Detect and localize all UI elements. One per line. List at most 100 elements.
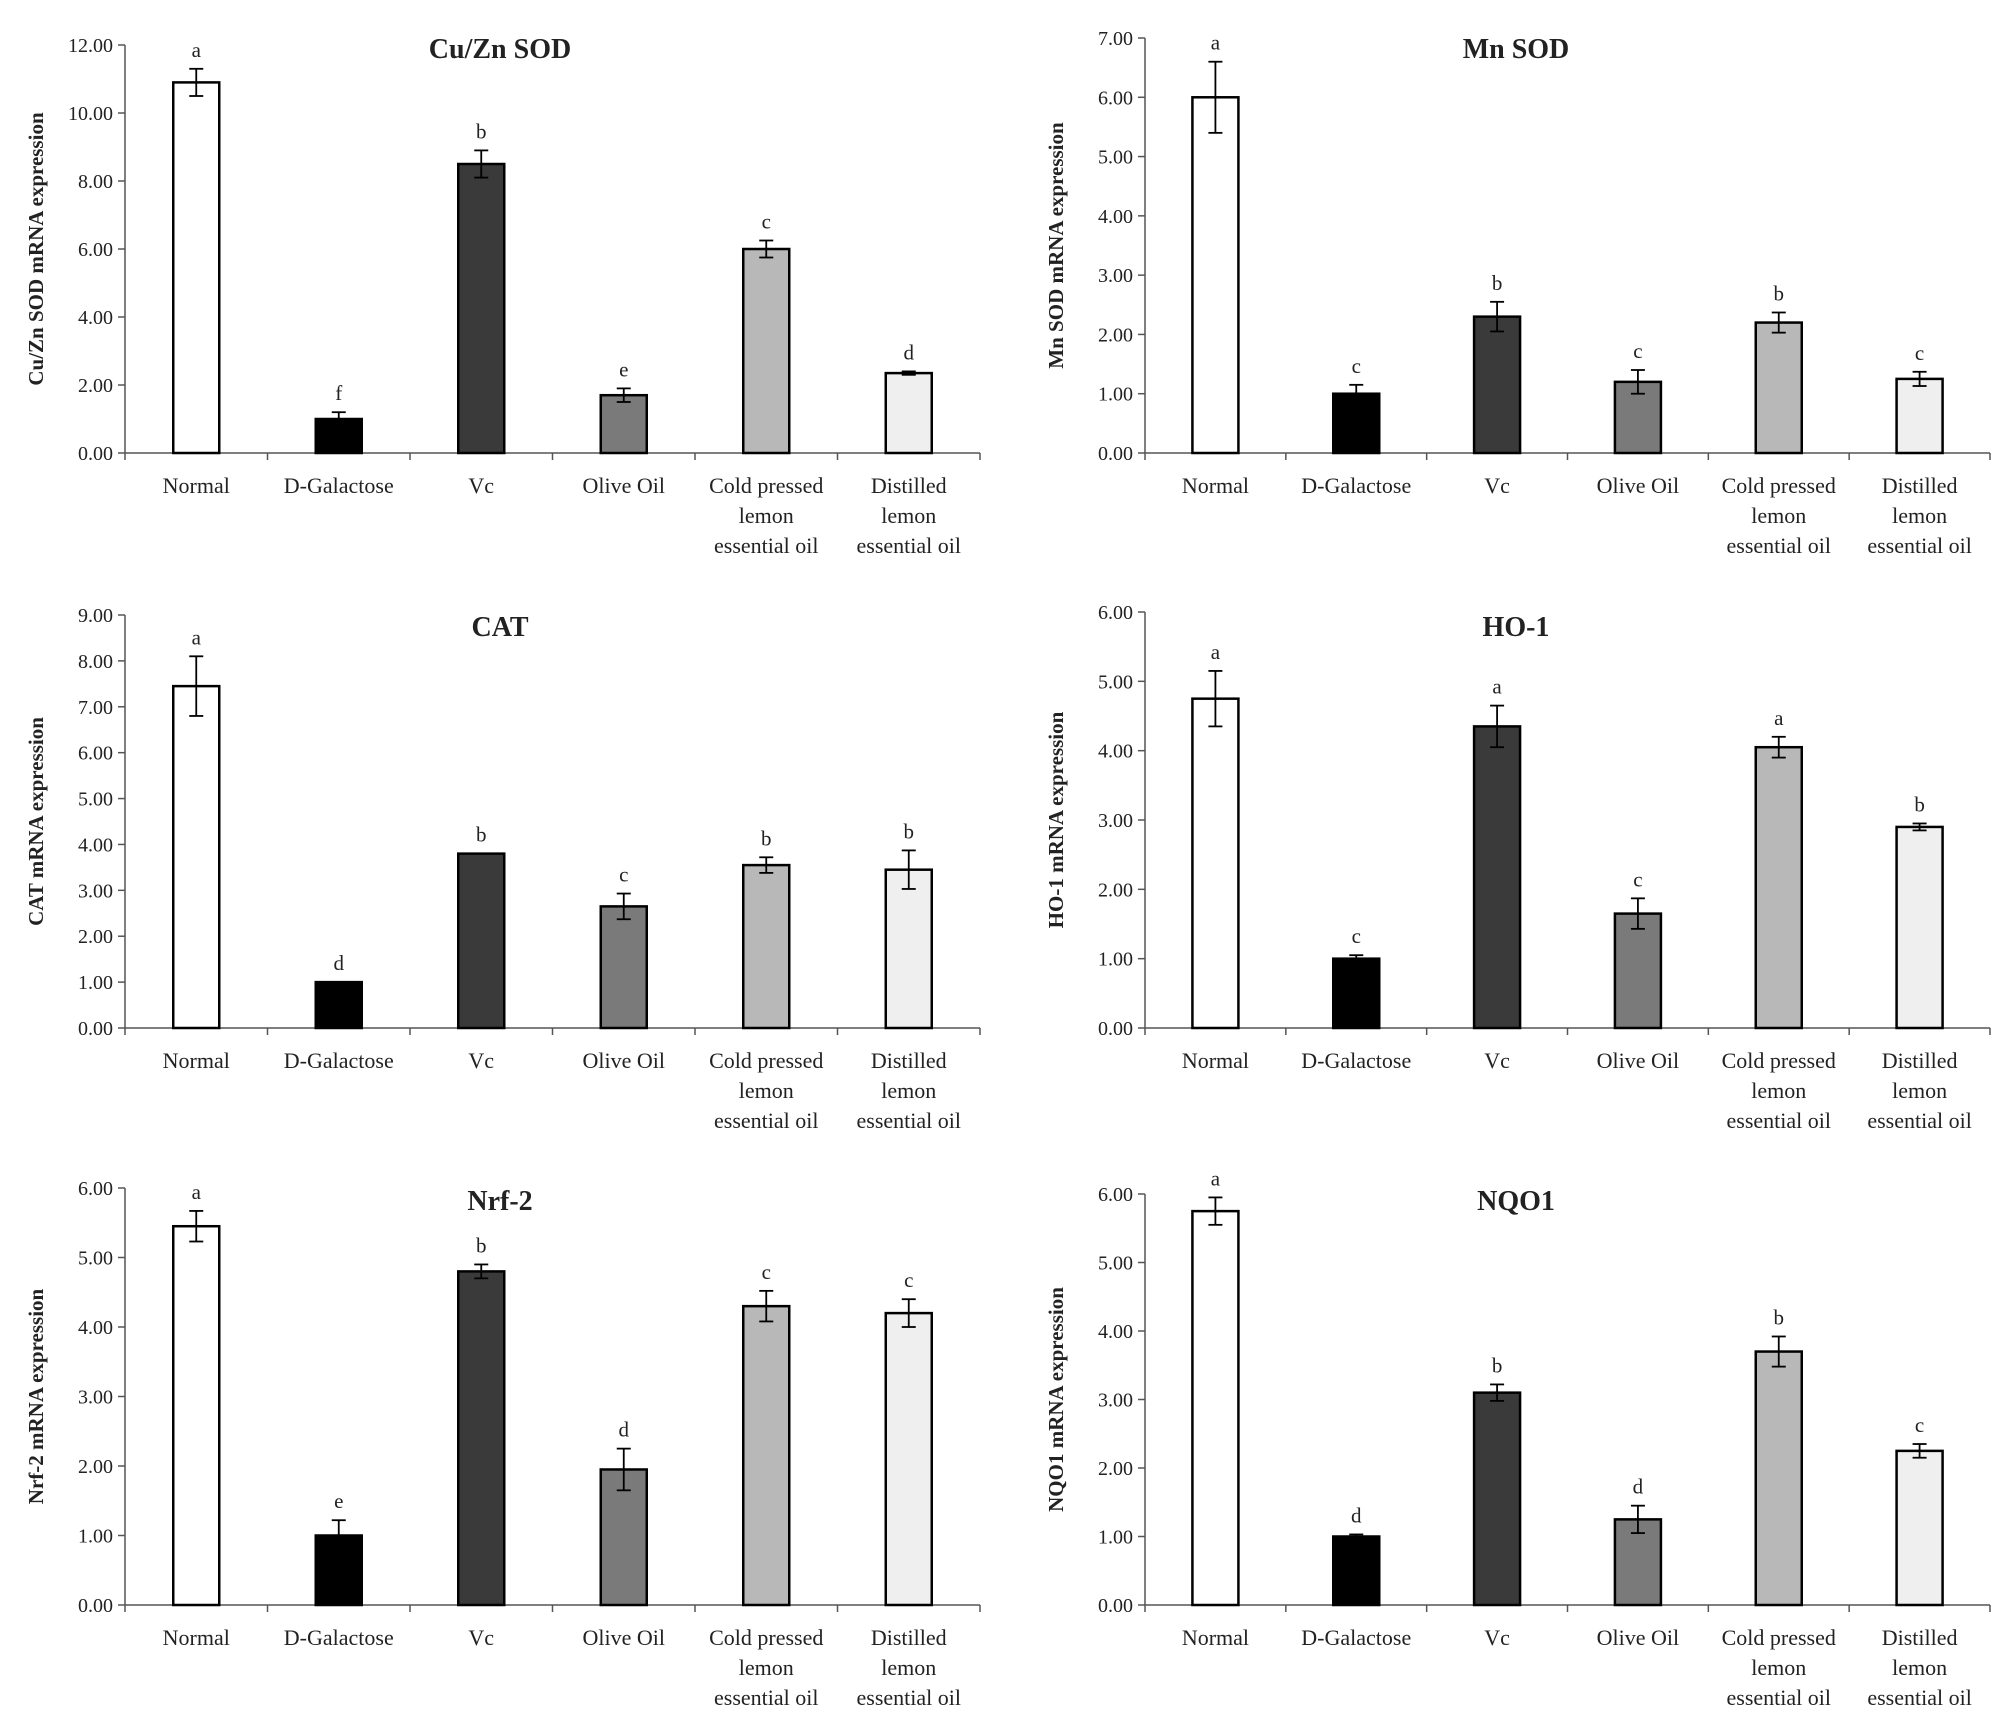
x-category-label: Olive Oil bbox=[583, 1048, 666, 1073]
x-category-label: lemon bbox=[1892, 503, 1947, 528]
x-category-label: Vc bbox=[468, 1625, 494, 1650]
x-category-label: lemon bbox=[881, 1078, 936, 1103]
bar-5 bbox=[1754, 1350, 1803, 1607]
y-tick-label: 6.00 bbox=[78, 743, 113, 765]
y-tick-label: 10.00 bbox=[68, 103, 113, 125]
y-tick-label: 2.00 bbox=[1098, 879, 1133, 901]
y-tick-label: 3.00 bbox=[78, 880, 113, 902]
y-tick-label: 1.00 bbox=[1098, 949, 1133, 971]
chart-title: Nrf-2 bbox=[467, 1186, 532, 1217]
chart-panel-3: 0.00 1.00 2.00 3.00 4.00 5.00 6.00 7.00 8.00 9.00… bbox=[24, 605, 981, 1133]
y-tick-label: 6.00 bbox=[78, 1178, 113, 1200]
x-category-label: Olive Oil bbox=[1597, 1048, 1680, 1073]
significance-label: c bbox=[762, 1260, 771, 1284]
chart-panel-4: 0.00 1.00 2.00 3.00 4.00 5.00 6.00 a Normal c D-Ga… bbox=[1044, 602, 1991, 1133]
x-category-label: Normal bbox=[163, 473, 230, 498]
bar-3 bbox=[457, 852, 506, 1030]
x-category-label: Olive Oil bbox=[1597, 1625, 1680, 1650]
bar-1 bbox=[1191, 96, 1240, 455]
bar-2 bbox=[1332, 957, 1381, 1030]
bar-6 bbox=[884, 868, 933, 1030]
y-tick-label: 0.00 bbox=[1098, 443, 1133, 465]
significance-label: e bbox=[334, 1489, 343, 1513]
x-category-label: Cold pressed bbox=[1722, 1625, 1836, 1650]
significance-label: c bbox=[1633, 339, 1642, 363]
x-category-label: D-Galactose bbox=[1301, 473, 1411, 498]
bar-1 bbox=[1191, 1209, 1240, 1607]
bar-2 bbox=[314, 980, 363, 1030]
x-category-label: Vc bbox=[1484, 1048, 1510, 1073]
bar-6 bbox=[1895, 825, 1944, 1030]
y-tick-label: 8.00 bbox=[78, 171, 113, 193]
x-category-label: essential oil bbox=[1727, 1108, 1831, 1133]
y-tick-label: 5.00 bbox=[1098, 1253, 1133, 1275]
x-category-label: essential oil bbox=[857, 1108, 961, 1133]
y-tick-label: 4.00 bbox=[78, 307, 113, 329]
bar-2 bbox=[1332, 1535, 1381, 1607]
bar-5 bbox=[1754, 321, 1803, 455]
y-tick-label: 5.00 bbox=[1098, 671, 1133, 693]
x-category-label: essential oil bbox=[714, 1108, 818, 1133]
y-tick-label: 5.00 bbox=[78, 789, 113, 811]
x-category-label: Distilled bbox=[871, 1625, 947, 1650]
x-category-label: Distilled bbox=[871, 1048, 947, 1073]
significance-label: c bbox=[904, 1268, 913, 1292]
x-category-label: D-Galactose bbox=[1301, 1625, 1411, 1650]
y-axis-title: Mn SOD mRNA expression bbox=[1044, 122, 1068, 369]
y-axis-title: Nrf-2 mRNA expression bbox=[24, 1288, 48, 1504]
x-category-label: Cold pressed bbox=[709, 1625, 823, 1650]
bar-3 bbox=[1472, 1391, 1522, 1607]
chart-title: Cu/Zn SOD bbox=[429, 34, 571, 65]
bar-5 bbox=[742, 1304, 791, 1607]
significance-label: a bbox=[1211, 1166, 1221, 1190]
y-tick-label: 4.00 bbox=[1098, 1321, 1133, 1343]
bar-6 bbox=[1895, 1449, 1944, 1607]
significance-label: e bbox=[619, 357, 628, 381]
x-category-label: Vc bbox=[1484, 473, 1510, 498]
significance-label: c bbox=[1633, 867, 1642, 891]
significance-label: a bbox=[192, 625, 202, 649]
y-tick-label: 3.00 bbox=[1098, 810, 1133, 832]
significance-label: b bbox=[1492, 271, 1503, 295]
x-category-label: D-Galactose bbox=[284, 1048, 394, 1073]
x-category-label: Vc bbox=[468, 473, 494, 498]
y-tick-label: 6.00 bbox=[78, 239, 113, 261]
y-tick-label: 12.00 bbox=[68, 35, 113, 57]
x-category-label: essential oil bbox=[714, 1685, 818, 1710]
x-category-label: Cold pressed bbox=[709, 1048, 823, 1073]
y-tick-label: 2.00 bbox=[78, 1456, 113, 1478]
x-category-label: Olive Oil bbox=[583, 1625, 666, 1650]
y-tick-label: 3.00 bbox=[1098, 1390, 1133, 1412]
y-tick-label: 0.00 bbox=[78, 443, 113, 465]
significance-label: d bbox=[619, 1418, 630, 1442]
y-tick-label: 0.00 bbox=[78, 1018, 113, 1040]
x-category-label: essential oil bbox=[857, 1685, 961, 1710]
significance-label: b bbox=[1774, 281, 1785, 305]
y-tick-label: 0.00 bbox=[1098, 1595, 1133, 1617]
significance-label: c bbox=[619, 863, 628, 887]
bar-3 bbox=[457, 1270, 506, 1607]
significance-label: d bbox=[334, 951, 345, 975]
significance-label: b bbox=[476, 823, 487, 847]
x-category-label: Cold pressed bbox=[1722, 473, 1836, 498]
bar-5 bbox=[742, 863, 791, 1030]
y-tick-label: 5.00 bbox=[1098, 147, 1133, 169]
x-category-label: lemon bbox=[739, 503, 794, 528]
x-category-label: Cold pressed bbox=[709, 473, 823, 498]
significance-label: c bbox=[1352, 924, 1361, 948]
y-tick-label: 2.00 bbox=[78, 926, 113, 948]
bar-5 bbox=[742, 247, 791, 455]
y-tick-label: 0.00 bbox=[78, 1595, 113, 1617]
x-category-label: Olive Oil bbox=[1597, 473, 1680, 498]
x-category-label: essential oil bbox=[1867, 1108, 1971, 1133]
x-category-label: lemon bbox=[1751, 1078, 1806, 1103]
y-tick-label: 4.00 bbox=[1098, 206, 1133, 228]
y-axis-title: NQO1 mRNA expression bbox=[1044, 1287, 1068, 1512]
bar-1 bbox=[1191, 697, 1240, 1030]
x-category-label: Normal bbox=[1182, 1048, 1249, 1073]
chart-title: Mn SOD bbox=[1463, 34, 1570, 65]
chart-panel-6: 0.00 1.00 2.00 3.00 4.00 5.00 6.00 a Normal d D-Ga… bbox=[1044, 1166, 1991, 1710]
y-tick-label: 6.00 bbox=[1098, 602, 1133, 624]
chart-panel-1: 0.00 2.00 4.00 6.00 8.00 10.00 12.00 a Normal f D-… bbox=[24, 34, 981, 558]
significance-label: b bbox=[1492, 1353, 1503, 1377]
